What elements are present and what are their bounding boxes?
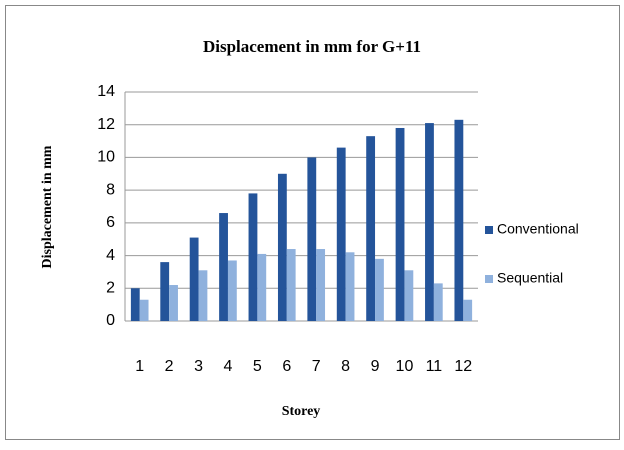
y-tick-label: 4: [106, 247, 115, 264]
y-tick-label: 8: [106, 181, 115, 198]
x-tick-label: 4: [224, 358, 233, 375]
y-tick-label: 6: [106, 214, 115, 231]
bar: [189, 237, 199, 321]
bar: [277, 173, 287, 321]
bar: [169, 285, 178, 321]
legend-swatch: [485, 275, 493, 283]
x-tick-label: 8: [341, 358, 350, 375]
x-tick-label: 1: [135, 358, 144, 375]
x-tick-label: 7: [312, 358, 321, 375]
bar: [336, 147, 346, 321]
x-axis-label: Storey: [282, 404, 321, 419]
chart-title: Displacement in mm for G+11: [203, 37, 421, 56]
bar: [130, 288, 140, 321]
y-axis-label: Displacement in mm: [40, 145, 55, 268]
x-tick-label: 11: [426, 358, 443, 375]
bar: [160, 262, 170, 321]
bar: [366, 136, 376, 321]
bar: [454, 119, 464, 321]
bar: [463, 299, 473, 321]
x-tick-label: 2: [165, 358, 174, 375]
y-tick-label: 14: [97, 83, 115, 100]
legend-swatch: [485, 226, 493, 234]
y-tick-label: 2: [106, 280, 115, 297]
bar: [227, 260, 237, 321]
bar: [248, 193, 258, 321]
x-tick-label: 5: [253, 358, 262, 375]
legend-label: Conventional: [497, 221, 579, 237]
bar: [198, 270, 208, 321]
bar: [395, 127, 405, 321]
x-tick-label: 12: [454, 358, 472, 375]
bar: [425, 123, 434, 321]
y-tick-label: 12: [97, 116, 115, 133]
bar: [316, 249, 326, 321]
bar: [286, 249, 296, 321]
y-tick-label: 0: [106, 312, 115, 329]
y-tick-label: 10: [97, 149, 115, 166]
x-tick-label: 3: [194, 358, 203, 375]
bar: [139, 299, 149, 321]
bar: [404, 270, 414, 321]
x-tick-label: 9: [371, 358, 380, 375]
x-tick-label: 6: [282, 358, 291, 375]
x-tick-label: 10: [396, 358, 414, 375]
bar: [345, 252, 355, 321]
legend-label: Sequential: [497, 270, 563, 286]
bar: [257, 253, 267, 321]
bar: [433, 283, 443, 321]
bar: [219, 213, 228, 321]
bar: [307, 157, 317, 321]
bar: [375, 258, 384, 321]
